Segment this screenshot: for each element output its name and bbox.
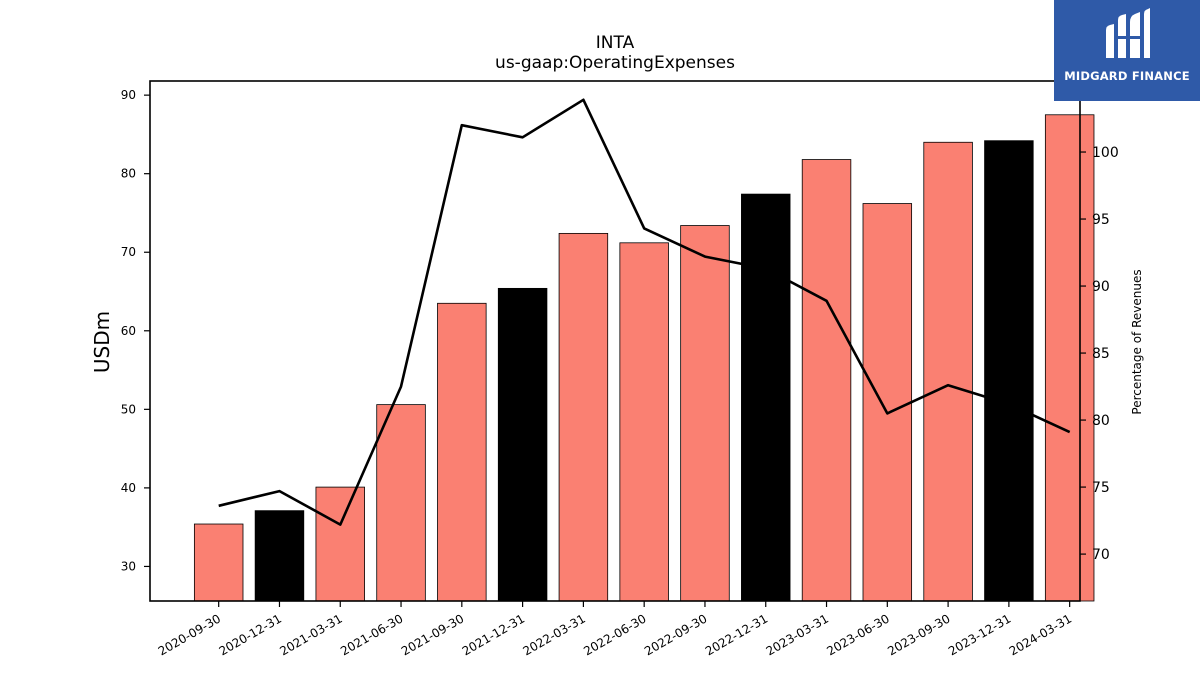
y2-tick-label: 100 [1092,145,1119,161]
x-tick-label: 2021-03-31 [277,611,344,658]
chart-title: INTA [596,33,635,53]
bar-2023-03-31 [801,159,852,602]
bar-2024-03-31 [1044,114,1095,602]
bar-2021-03-31 [315,486,365,602]
x-tick-label: 2021-09-30 [399,611,466,658]
x-tick-label: 2023-03-31 [764,611,831,658]
y2-tick-label: 85 [1092,346,1110,362]
x-tick-label: 2021-12-31 [460,611,527,658]
line-series [218,98,1071,526]
x-tick-label: 2021-06-30 [338,611,405,658]
bar-2023-06-30 [862,203,913,602]
y-tick-label: 80 [121,167,136,181]
y2-tick-label: 95 [1092,212,1110,228]
x-tick-label: 2023-12-31 [946,611,1013,658]
y2-axis-label: Percentage of Revenues [1130,269,1144,414]
bar-2022-06-30 [619,242,669,602]
x-tick-label: 2023-06-30 [824,611,891,658]
mf-logo-icon [1106,8,1150,58]
y-tick-label: 50 [121,402,136,416]
x-tick-label: 2022-06-30 [581,611,648,658]
chart-subtitle: us-gaap:OperatingExpenses [495,53,735,73]
x-tick-label: 2020-09-30 [156,611,223,658]
y2-tick-label: 75 [1092,480,1110,496]
plot-frame [149,80,1081,602]
bar-2023-09-30 [923,141,973,602]
y-tick-label: 90 [121,88,136,102]
x-tick-label: 2020-12-31 [217,611,284,658]
x-tick-label: 2024-03-31 [1007,611,1074,658]
y-tick-label: 40 [121,481,136,495]
y-tick-label: 70 [121,245,136,259]
bar-2020-12-31 [254,510,305,602]
y-tick-label: 30 [121,559,136,573]
bar-2022-03-31 [558,232,609,602]
y2-tick-label: 90 [1092,279,1110,295]
bar-2021-09-30 [437,302,487,602]
brand-name: MIDGARD FINANCE [1064,69,1190,83]
y-tick-label: 60 [121,324,136,338]
x-tick-label: 2023-09-30 [885,611,952,658]
x-tick-label: 2022-09-30 [642,611,709,658]
bar-2022-09-30 [680,225,730,602]
y-axis-label: USDm [90,311,114,373]
bar-2022-12-31 [741,193,791,602]
bar-2021-06-30 [376,404,426,602]
percentage-line [218,98,1071,526]
bar-2021-12-31 [497,287,548,602]
bar-series [193,114,1095,602]
x-tick-label: 2022-03-31 [520,611,587,658]
x-tick-label: 2022-12-31 [703,611,770,658]
bar-2023-12-31 [984,140,1034,602]
brand-logo: MIDGARD FINANCE [1054,0,1200,101]
y2-tick-label: 80 [1092,413,1110,429]
y2-tick-label: 70 [1092,547,1110,563]
bar-2020-09-30 [193,523,244,602]
